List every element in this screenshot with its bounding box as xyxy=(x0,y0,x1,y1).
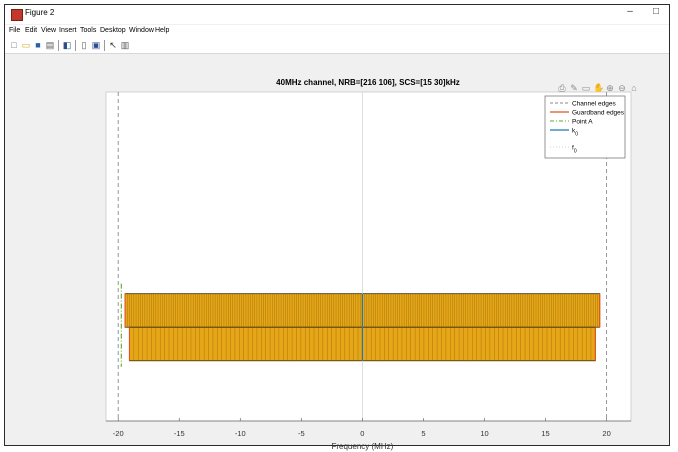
legend-label: Point A xyxy=(572,119,593,126)
menu-view[interactable]: View xyxy=(41,27,57,34)
menu-tools[interactable]: Tools xyxy=(80,27,97,34)
matlab-figure-icon xyxy=(11,9,23,21)
legend-label-subscript: 0 xyxy=(575,132,578,138)
legend-label: Channel edges xyxy=(572,101,616,108)
select-pointer-icon[interactable]: ↖ xyxy=(109,40,117,50)
marker-lines xyxy=(117,92,608,421)
maximize-button[interactable]: □ xyxy=(652,6,660,17)
legend-box xyxy=(544,95,626,159)
x-axis: -20 -15 -10 -5 0 5 10 15 20 xyxy=(106,418,631,438)
home-icon[interactable]: ⌂ xyxy=(631,83,637,93)
x-tick-label: 0 xyxy=(360,429,364,438)
open-icon[interactable]: ▭ xyxy=(21,40,31,50)
x-tick-label: -20 xyxy=(113,429,124,438)
link-plot-icon[interactable]: ◧ xyxy=(62,40,72,50)
x-axis-label: Frequency (MHz) xyxy=(331,442,393,451)
zoom-in-icon[interactable]: ⊕ xyxy=(606,83,614,93)
toolbar-separator xyxy=(75,40,76,51)
property-inspector-icon[interactable]: ▥ xyxy=(120,40,130,50)
save-icon[interactable]: ■ xyxy=(35,40,41,50)
window-title: Figure 2 xyxy=(25,8,55,17)
insert-legend-icon[interactable]: ▣ xyxy=(91,40,101,50)
export-icon[interactable]: ⎙ xyxy=(558,83,566,93)
brush-icon[interactable]: ✎ xyxy=(570,83,578,93)
menu-desktop[interactable]: Desktop xyxy=(100,27,126,34)
data-tips-icon[interactable]: ▭ xyxy=(581,83,591,93)
zoom-out-icon[interactable]: ⊖ xyxy=(618,83,626,93)
legend[interactable]: Channel edges Guardband edges Point A k0 f0 xyxy=(544,95,626,159)
menu-bar: File Edit View Insert Tools Desktop Wind… xyxy=(5,25,669,38)
print-icon[interactable]: ▤ xyxy=(45,40,55,50)
x-tick-label: -10 xyxy=(235,429,246,438)
toolbar-separator xyxy=(58,40,59,51)
pan-icon[interactable]: ✋ xyxy=(593,83,605,93)
figure-toolbar: □ ▭ ■ ▤ ◧ ▯ ▣ ↖ ▥ xyxy=(5,38,669,54)
legend-label: Guardband edges xyxy=(572,110,625,117)
legend-label-subscript: 0 xyxy=(574,149,577,155)
axes-background xyxy=(105,91,632,422)
x-tick-label: 20 xyxy=(602,429,610,438)
menu-help[interactable]: Help xyxy=(155,27,170,34)
menu-insert[interactable]: Insert xyxy=(59,27,77,34)
x-tick-label: 5 xyxy=(421,429,425,438)
legend-label: k0 xyxy=(572,128,578,138)
toolbar-separator xyxy=(104,40,105,51)
new-figure-icon[interactable]: □ xyxy=(11,40,17,50)
x-tick-label: -15 xyxy=(174,429,185,438)
minimize-button[interactable]: – xyxy=(627,6,633,17)
legend-label: f0 xyxy=(572,145,577,155)
insert-colorbar-icon[interactable]: ▯ xyxy=(81,40,87,50)
menu-window[interactable]: Window xyxy=(129,27,154,34)
x-tick-label: 15 xyxy=(541,429,549,438)
x-tick-label: 10 xyxy=(480,429,488,438)
menu-file[interactable]: File xyxy=(9,27,21,34)
x-tick-label: -5 xyxy=(298,429,305,438)
menu-edit[interactable]: Edit xyxy=(25,27,38,34)
chart-title: 40MHz channel, NRB=[216 106], SCS=[15 30… xyxy=(276,78,460,87)
title-bar: Figure 2 – □ xyxy=(5,5,669,24)
